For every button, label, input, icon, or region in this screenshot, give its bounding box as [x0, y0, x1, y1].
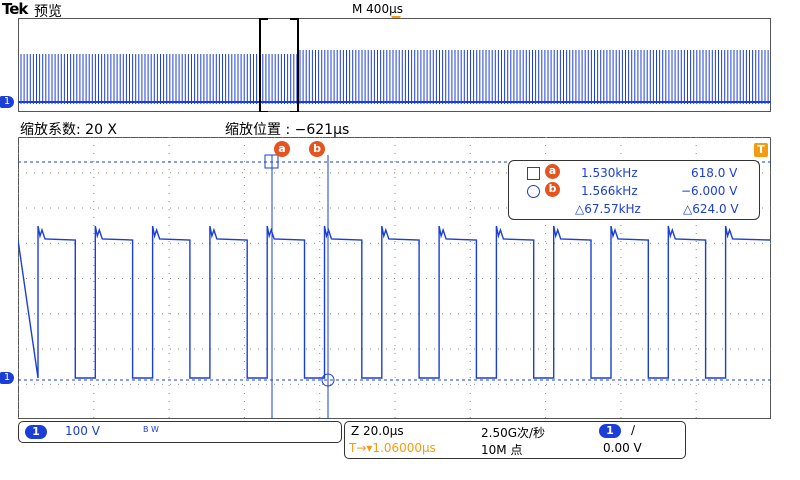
channel-1-badge: 1: [25, 425, 47, 439]
trigger-level: 0.00 V: [603, 441, 642, 455]
cursor-a-badge[interactable]: a: [274, 141, 290, 157]
acquisition-mode: 预览: [34, 4, 62, 20]
cursor-a-frequency: 1.530kHz: [581, 166, 638, 180]
zoom-window-bracket: [259, 18, 299, 112]
channel-1-marker-overview[interactable]: 1: [0, 96, 14, 108]
bandwidth-limit-indicator: B W: [143, 425, 159, 434]
cursor-b-badge[interactable]: b: [309, 141, 325, 157]
cursor-a-badge-small: a: [545, 164, 560, 179]
zoom-position: 缩放位置 : −621µs: [225, 122, 350, 138]
zoom-timebase: Z 20.0µs: [351, 424, 404, 438]
vertical-scale: 100 V: [65, 424, 100, 438]
trigger-source-badge: 1: [599, 424, 621, 438]
zoom-factor: 缩放系数: 20 X: [20, 122, 118, 138]
top-bar: Tek 预览 M 400µs: [0, 0, 800, 20]
cursor-b-voltage: −6.000 V: [681, 184, 738, 198]
cursor-b-frequency: 1.566kHz: [581, 184, 638, 198]
trigger-position: T→▾1.06000µs: [349, 441, 436, 455]
sample-rate: 2.50G次/秒: [481, 426, 546, 440]
cursor-a-voltage: 618.0 V: [691, 166, 738, 180]
cursor-a-square-icon: [527, 167, 540, 180]
trigger-slope-icon: ∕: [631, 423, 636, 437]
delta-frequency: △67.57kHz: [575, 202, 641, 216]
brand-logo: Tek: [2, 0, 28, 18]
cursor-b-handle: [321, 373, 335, 387]
record-length: 10M 点: [481, 443, 523, 457]
timebase-label: M 400µs: [352, 2, 403, 16]
trigger-level-marker[interactable]: T: [754, 143, 768, 157]
cursor-b-circle-icon: [527, 185, 540, 198]
overview-waveform[interactable]: [18, 18, 771, 112]
channel-1-ground-marker[interactable]: 1: [0, 372, 14, 384]
cursor-a-handle: [264, 154, 279, 169]
channel-1-waveform: [18, 225, 771, 379]
horizontal-trigger-settings[interactable]: Z 20.0µs 2.50G次/秒 1 ∕ T→▾1.06000µs 10M 点…: [344, 421, 686, 459]
cursor-readout: a 1.530kHz 618.0 V b 1.566kHz −6.000 V △…: [508, 160, 760, 220]
cursor-b-badge-small: b: [545, 182, 560, 197]
channel-1-settings[interactable]: 1 100 V B W: [18, 421, 342, 443]
delta-voltage: △624.0 V: [683, 202, 739, 216]
